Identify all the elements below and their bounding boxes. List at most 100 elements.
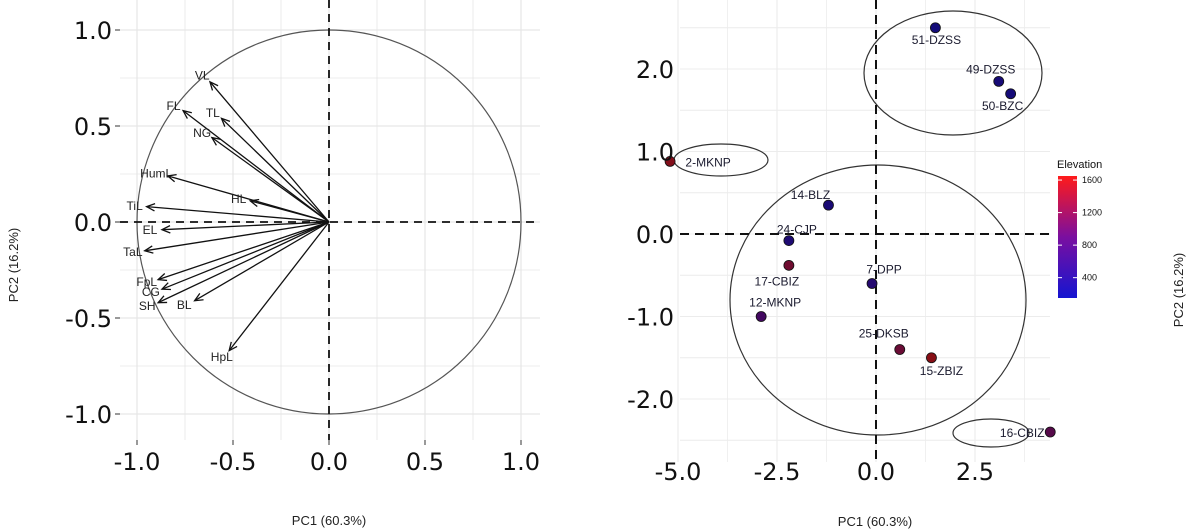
legend-colorbar xyxy=(1058,176,1077,298)
loading-arrow xyxy=(146,205,330,223)
left-x-tick-label: -0.5 xyxy=(210,448,257,476)
right-y-axis-title: PC2 (16.2%) xyxy=(1171,253,1186,327)
left-x-axis-title: PC1 (60.3%) xyxy=(292,513,366,528)
loading-arrowhead xyxy=(160,282,171,291)
loading-arrowhead xyxy=(160,225,171,234)
right-x-axis-title: PC1 (60.3%) xyxy=(838,514,912,529)
cluster-ellipse-main xyxy=(729,164,1027,436)
individual-point xyxy=(993,75,1005,87)
left-y-tick-label: 0.5 xyxy=(74,113,112,141)
elevation-legend: Elevation 1600 1200 800 400 xyxy=(1057,159,1102,298)
right-y-tick-label: 0.0 xyxy=(636,221,674,249)
loading-label: VL xyxy=(195,69,210,83)
left-x-tick-label: 0.5 xyxy=(406,448,444,476)
loading-label: FL xyxy=(167,99,181,113)
right-y-tick-label: -1.0 xyxy=(627,304,674,332)
outlier-ellipse-right xyxy=(952,418,1030,448)
individual-point xyxy=(783,235,795,247)
left-y-tick-label: -0.5 xyxy=(65,305,112,333)
loading-arrow xyxy=(221,117,330,223)
loading-arrow xyxy=(161,221,330,290)
point-label: 24-CJP xyxy=(777,223,817,237)
right-y-tick-label: 2.0 xyxy=(636,56,674,84)
loading-label: BL xyxy=(177,298,192,312)
left-x-tick-label: -1.0 xyxy=(114,448,161,476)
right-x-tick-label: -5.0 xyxy=(655,458,702,486)
loading-arrowhead xyxy=(181,109,192,119)
individual-point xyxy=(823,199,834,211)
loading-label: TL xyxy=(206,106,220,120)
loading-label: SH xyxy=(139,299,156,313)
loading-arrowhead xyxy=(208,80,219,91)
individuals-panel: 51-DZSS 49-DZSS 50-BZC 2-MKNP 14-BLZ 24-CJP 17… xyxy=(627,0,1186,529)
legend-title: Elevation xyxy=(1057,159,1102,171)
loading-label: FpL xyxy=(136,275,157,289)
point-label: 17-CBIZ xyxy=(755,274,800,288)
loading-arrowhead xyxy=(248,198,260,208)
loading-arrowhead xyxy=(156,273,168,282)
point-label: 25-DKSB xyxy=(859,327,909,341)
right-x-tick-label: -2.5 xyxy=(754,458,801,486)
legend-ticks: 1600 1200 800 400 xyxy=(1058,175,1102,283)
individual-point xyxy=(1005,88,1017,100)
left-x-tick-label: 1.0 xyxy=(502,448,540,476)
loading-arrowhead xyxy=(210,136,221,146)
right-x-tick-label: 2.5 xyxy=(956,458,994,486)
individual-points: 51-DZSS 49-DZSS 50-BZC 2-MKNP 14-BLZ 24-CJP 17… xyxy=(664,22,1056,440)
right-y-tick-label: -2.0 xyxy=(627,386,674,414)
left-y-tick-label: 1.0 xyxy=(74,17,112,45)
loading-arrow xyxy=(157,221,330,304)
right-x-tick-label: 0.0 xyxy=(857,458,895,486)
loading-arrow xyxy=(194,221,330,302)
point-label: 16-CBIZ xyxy=(1000,426,1045,440)
legend-tick-label: 800 xyxy=(1082,240,1097,250)
individual-point xyxy=(926,352,937,364)
loading-label: CG xyxy=(142,285,160,299)
point-label: 12-MKNP xyxy=(749,296,801,310)
loading-arrow xyxy=(228,221,330,352)
loading-arrowhead xyxy=(228,341,238,352)
loading-arrow xyxy=(209,81,330,223)
point-label: 15-ZBIZ xyxy=(920,364,963,378)
individual-point xyxy=(894,344,906,355)
loading-label: TiL xyxy=(127,199,144,213)
individual-point xyxy=(783,259,795,271)
loading-arrow xyxy=(144,221,330,252)
loading-label: HL xyxy=(231,192,247,206)
loading-label: HumL xyxy=(140,167,172,181)
individual-point xyxy=(930,22,941,34)
loading-arrowhead xyxy=(220,117,231,127)
individual-point xyxy=(1044,426,1056,438)
left-y-tick-label: -1.0 xyxy=(65,401,112,429)
left-y-tick-label: 0.0 xyxy=(74,209,112,237)
cluster-ellipse-upper xyxy=(863,10,1043,136)
legend-tick-label: 400 xyxy=(1082,273,1097,283)
left-y-axis-title: PC2 (16.2%) xyxy=(6,228,21,302)
loading-arrowhead xyxy=(143,245,154,254)
loading-arrow xyxy=(250,200,330,223)
loading-label: NG xyxy=(193,126,211,140)
legend-tick-label: 1600 xyxy=(1082,175,1102,185)
individual-point xyxy=(755,311,767,322)
loading-arrowhead xyxy=(156,295,168,304)
point-label: 2-MKNP xyxy=(685,155,730,169)
individual-point xyxy=(866,278,878,289)
loading-arrowhead xyxy=(145,203,156,212)
individual-point xyxy=(664,155,676,167)
left-plot-area xyxy=(120,0,540,440)
left-tick-labels: -1.0 -0.5 0.0 0.5 1.0 1.0 0.5 0.0 -0.5 -1.0 xyxy=(65,17,540,476)
loading-label: TaL xyxy=(123,245,143,259)
loading-label: HpL xyxy=(211,350,233,364)
left-x-tick-label: 0.0 xyxy=(310,448,348,476)
legend-tick-label: 1200 xyxy=(1082,208,1102,218)
loading-arrow xyxy=(211,136,330,223)
point-label: 14-BLZ xyxy=(791,188,830,202)
loading-arrow xyxy=(161,221,330,231)
right-tick-labels: -5.0 -2.5 0.0 2.5 2.0 1.0 0.0 -1.0 -2.0 xyxy=(627,56,994,486)
right-plot-area xyxy=(680,0,1050,462)
loading-arrowhead xyxy=(166,174,177,183)
loading-arrow xyxy=(157,221,330,281)
